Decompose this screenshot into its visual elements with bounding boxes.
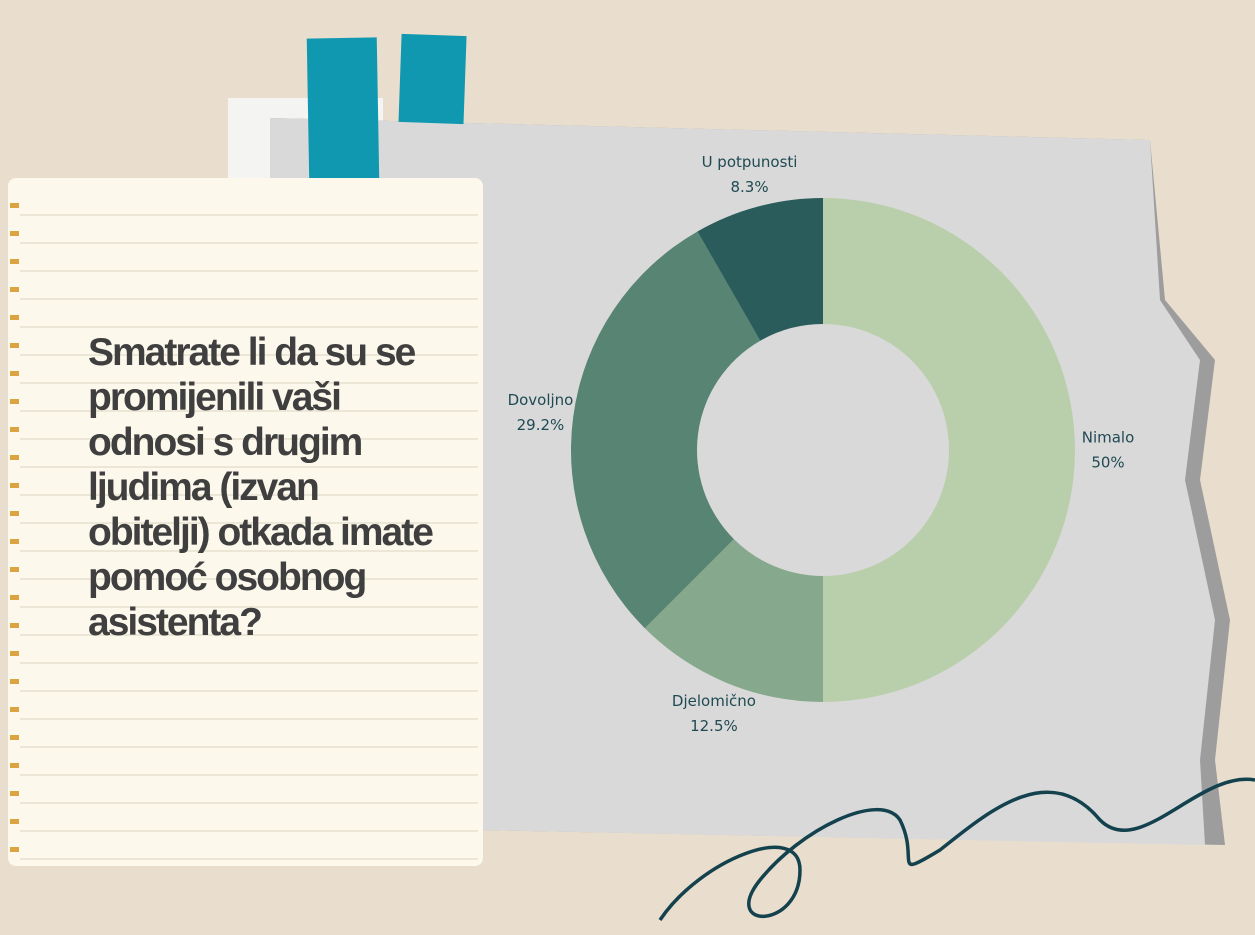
slice-value-label: 29.2%: [517, 416, 565, 434]
binding-hole: [10, 259, 19, 264]
binding-hole: [10, 483, 19, 488]
question-title: Smatrate li da su se promijenili vaši od…: [88, 331, 434, 644]
binding-hole: [10, 203, 19, 208]
notebook-lines: [10, 203, 478, 860]
binding-hole: [10, 707, 19, 712]
tape: [398, 33, 467, 125]
binding-hole: [10, 763, 19, 768]
tape: [306, 37, 380, 184]
donut-slice: [697, 198, 823, 341]
slice-label: U potpunosti: [702, 153, 798, 171]
decorative-swirl: [658, 777, 1255, 921]
binding-hole: [10, 735, 19, 740]
binding-hole: [10, 791, 19, 796]
binding-hole: [10, 539, 19, 544]
binding-hole: [10, 595, 19, 600]
binding-hole: [10, 427, 19, 432]
slice-value-label: 12.5%: [690, 717, 738, 735]
donut-slice: [823, 198, 1075, 702]
binding-hole: [10, 847, 19, 852]
slice-label: Djelomično: [672, 692, 756, 710]
slice-value-label: 50%: [1091, 454, 1124, 472]
slice-label: Dovoljno: [508, 391, 574, 409]
donut-slice: [644, 539, 823, 702]
binding-hole: [10, 315, 19, 320]
binding-hole: [10, 231, 19, 236]
binding-hole: [10, 819, 19, 824]
binding-hole: [10, 623, 19, 628]
binding-hole: [10, 511, 19, 516]
binding-hole: [10, 679, 19, 684]
binding-hole: [10, 287, 19, 292]
slice-value-label: 8.3%: [730, 178, 768, 196]
binding-hole: [10, 567, 19, 572]
binding-hole: [10, 399, 19, 404]
slice-label: Nimalo: [1082, 429, 1135, 447]
binding-hole: [10, 651, 19, 656]
binding-hole: [10, 455, 19, 460]
donut-slice: [570, 231, 761, 629]
binding-hole: [10, 371, 19, 376]
binding-hole: [10, 343, 19, 348]
